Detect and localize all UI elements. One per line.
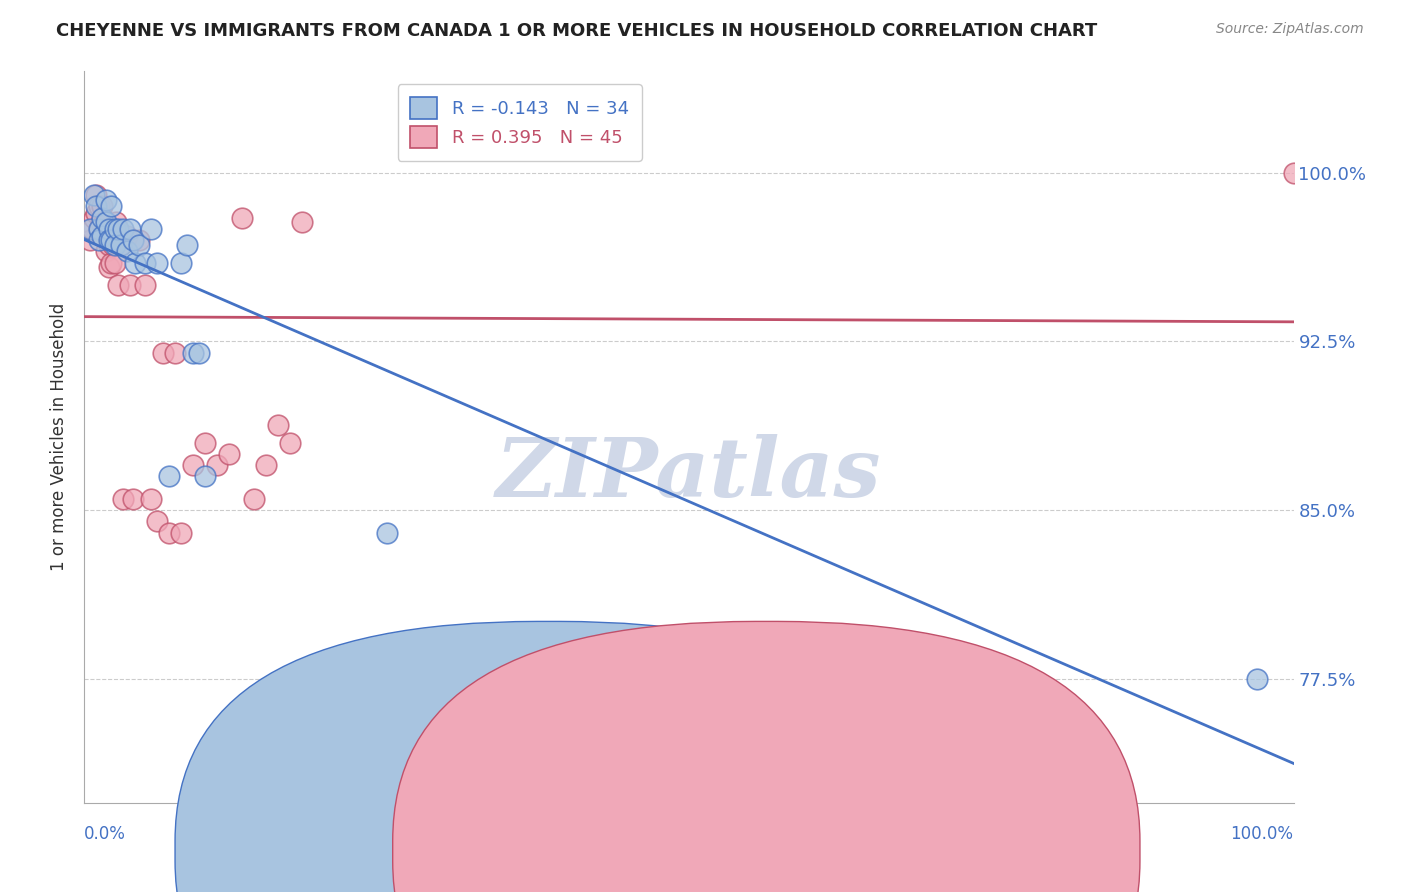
Point <box>87 222 110 236</box>
Text: Source: ZipAtlas.com: Source: ZipAtlas.com <box>1216 22 1364 37</box>
Point <box>104 215 127 229</box>
Point <box>115 244 138 259</box>
Point <box>79 233 101 247</box>
Point <box>87 199 110 213</box>
Point <box>278 435 301 450</box>
Point <box>291 215 314 229</box>
Y-axis label: 1 or more Vehicles in Household: 1 or more Vehicles in Household <box>51 303 69 571</box>
Point <box>100 222 122 236</box>
Point <box>120 278 142 293</box>
Point <box>107 278 129 293</box>
Point <box>97 237 120 252</box>
Point <box>91 228 114 243</box>
Point <box>254 458 277 473</box>
Point <box>94 193 117 207</box>
Point <box>83 188 105 202</box>
Point <box>107 222 129 236</box>
Point <box>80 222 103 236</box>
Point <box>157 469 180 483</box>
Point <box>124 255 146 269</box>
Point <box>100 255 122 269</box>
Point <box>207 458 229 473</box>
Point <box>97 260 120 275</box>
Point <box>104 255 127 269</box>
Point <box>181 458 204 473</box>
Point <box>152 345 174 359</box>
Point <box>103 237 125 252</box>
Point <box>86 199 108 213</box>
Point <box>146 255 169 269</box>
Point <box>181 345 204 359</box>
Point <box>91 228 114 243</box>
Point <box>134 255 156 269</box>
Point <box>112 491 135 506</box>
Point <box>170 255 193 269</box>
Point <box>176 237 198 252</box>
Point <box>139 222 162 236</box>
Point <box>110 237 132 252</box>
Point <box>157 525 180 540</box>
Point <box>90 215 112 229</box>
Point <box>121 491 143 506</box>
Legend: R = -0.143   N = 34, R = 0.395   N = 45: R = -0.143 N = 34, R = 0.395 N = 45 <box>398 84 641 161</box>
Point <box>104 237 127 252</box>
Point <box>194 435 217 450</box>
Point <box>87 233 110 247</box>
Point <box>242 491 264 506</box>
Point <box>100 233 122 247</box>
Point <box>94 222 117 236</box>
Point <box>94 244 117 259</box>
Point <box>86 188 108 202</box>
Point <box>194 469 217 483</box>
Text: 0.0%: 0.0% <box>84 825 127 843</box>
Point <box>110 237 132 252</box>
Point <box>128 237 150 252</box>
Point <box>104 222 127 236</box>
Point <box>146 515 169 529</box>
Point <box>100 199 122 213</box>
Point <box>128 233 150 247</box>
Point <box>134 278 156 293</box>
Text: Cheyenne: Cheyenne <box>571 847 654 864</box>
Point <box>94 215 117 229</box>
Point <box>115 228 138 243</box>
Point <box>1282 166 1305 180</box>
Text: ZIPatlas: ZIPatlas <box>496 434 882 514</box>
Point <box>120 222 142 236</box>
Point <box>267 417 290 432</box>
Point <box>97 233 120 247</box>
Point <box>188 345 211 359</box>
Point <box>93 215 115 229</box>
Point <box>79 222 101 236</box>
Text: 100.0%: 100.0% <box>1230 825 1294 843</box>
Point <box>375 525 398 540</box>
Point <box>139 491 162 506</box>
Point <box>165 345 187 359</box>
Point <box>86 206 108 220</box>
Text: CHEYENNE VS IMMIGRANTS FROM CANADA 1 OR MORE VEHICLES IN HOUSEHOLD CORRELATION C: CHEYENNE VS IMMIGRANTS FROM CANADA 1 OR … <box>56 22 1098 40</box>
Point <box>231 211 253 225</box>
Point <box>97 222 120 236</box>
Point <box>218 447 240 461</box>
FancyBboxPatch shape <box>392 622 1140 892</box>
Point <box>170 525 193 540</box>
Point <box>87 222 110 236</box>
Text: Immigrants from Canada: Immigrants from Canada <box>789 847 995 864</box>
Point <box>91 211 114 225</box>
FancyBboxPatch shape <box>176 622 922 892</box>
Point <box>1246 672 1268 686</box>
Point <box>112 222 135 236</box>
Point <box>83 211 105 225</box>
Point <box>91 199 114 213</box>
Point <box>121 233 143 247</box>
